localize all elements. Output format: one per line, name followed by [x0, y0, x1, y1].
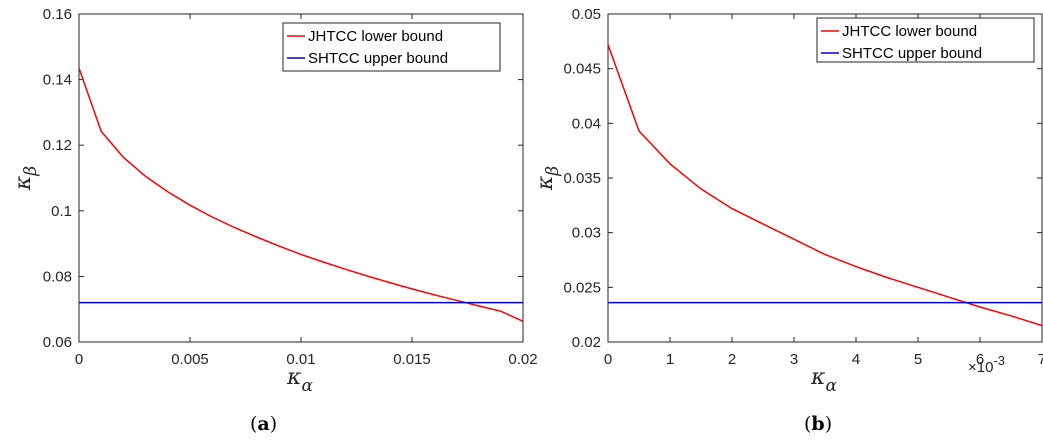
- x-axis-label: κα: [810, 365, 837, 396]
- x-tick-label: 0: [604, 351, 612, 368]
- x-axis-label-symbol: κ: [286, 365, 302, 390]
- y-tick-label: 0.035: [563, 170, 601, 187]
- caption-close-paren: ): [270, 413, 277, 435]
- subfigure-caption: (b): [804, 413, 832, 435]
- caption-close-paren: ): [825, 413, 832, 435]
- x-tick-label: 4: [852, 351, 860, 368]
- y-axis-label: κβ: [11, 166, 41, 191]
- y-tick-label: 0.14: [43, 72, 72, 89]
- chart-a: 0 0.005 0.01 0.015 0.02 0.06 0.08 0.1 0.12 0.14 0.…: [11, 6, 538, 435]
- x-tick-label: 5: [914, 351, 922, 368]
- legend-box: [282, 22, 501, 72]
- x-axis-label-sub: α: [301, 376, 313, 396]
- x-tick-label: 6: [976, 351, 984, 368]
- x-axis-label-symbol: κ: [810, 365, 826, 390]
- y-tick-label: 0.16: [43, 6, 72, 23]
- caption-open-paren: (: [804, 413, 811, 435]
- legend-label: JHTCC lower bound: [308, 28, 443, 45]
- caption-open-paren: (: [250, 413, 257, 435]
- y-tick-label: 0.06: [43, 334, 72, 351]
- x-tick-label: 7: [1038, 351, 1043, 368]
- y-axis-label-sub: β: [21, 166, 41, 177]
- x-tick-label: 0: [75, 351, 83, 368]
- y-tick-label: 0.08: [43, 268, 72, 285]
- x-axis-label: κα: [286, 365, 313, 396]
- x-tick-label: 2: [728, 351, 736, 368]
- chart-b: 0 1 2 3 4 5 6 7 0.02 0.025 0.03 0.035 0.04 0.045 0.05 ×…: [533, 6, 1043, 435]
- x-tick-label: 0.01: [286, 351, 315, 368]
- x-tick-label: 0.015: [393, 351, 431, 368]
- x-exponent-base: ×10: [968, 359, 993, 376]
- y-axis-label: κβ: [533, 166, 563, 191]
- y-tick-label: 0.1: [51, 203, 72, 220]
- series-line-jhtcc: [607, 44, 1043, 327]
- plot-area: [607, 13, 1043, 343]
- x-tick-label: 0.02: [508, 351, 537, 368]
- x-tick-label: 1: [666, 351, 674, 368]
- y-axis-label-symbol: κ: [533, 175, 558, 191]
- y-tick-label: 0.12: [43, 137, 72, 154]
- y-tick-label: 0.05: [572, 6, 601, 23]
- caption-letter: a: [257, 413, 269, 435]
- legend-box: [816, 17, 1035, 63]
- y-tick-label: 0.02: [572, 334, 601, 351]
- y-tick-label: 0.03: [572, 225, 601, 242]
- legend-label: SHTCC upper bound: [308, 50, 448, 67]
- x-exponent-power: -3: [993, 353, 1005, 368]
- y-tick-label: 0.025: [563, 279, 601, 296]
- subfigure-caption: (a): [250, 413, 277, 435]
- x-tick-label: 0.005: [171, 351, 209, 368]
- y-tick-label: 0.045: [563, 61, 601, 78]
- y-axis-label-sub: β: [543, 166, 563, 177]
- x-axis-label-sub: α: [825, 376, 837, 396]
- series-line-jhtcc: [78, 67, 524, 322]
- y-axis-label-symbol: κ: [11, 175, 36, 191]
- y-tick-label: 0.04: [572, 115, 601, 132]
- x-exponent-label: ×10-3: [968, 353, 1005, 376]
- x-tick-label: 3: [790, 351, 798, 368]
- legend-label: SHTCC upper bound: [842, 45, 982, 62]
- caption-letter: b: [811, 413, 824, 435]
- legend-label: JHTCC lower bound: [842, 23, 977, 40]
